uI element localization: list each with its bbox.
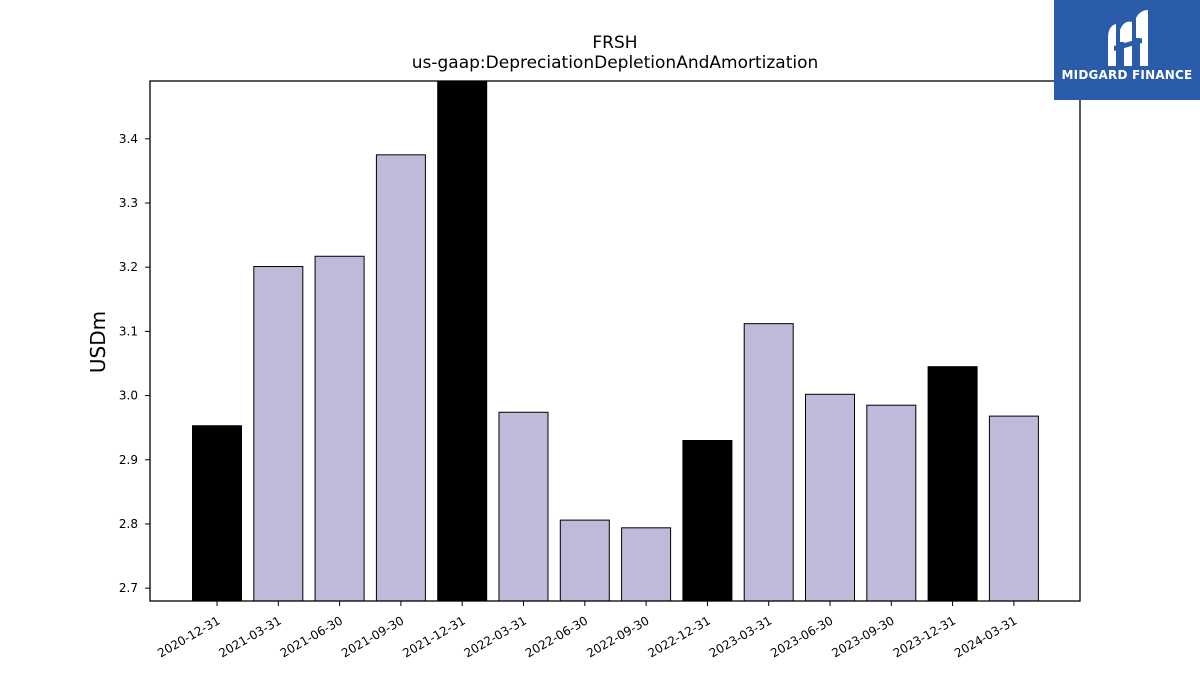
logo-text: MIDGARD FINANCE — [1061, 68, 1193, 82]
y-axis: 2.7 2.8 2.9 3.0 3.1 3.2 3.3 3.4 — [119, 132, 150, 595]
x-tick-label: 2023-09-30 — [829, 613, 896, 660]
y-tick-label: 3.0 — [119, 389, 138, 403]
bar-2023-12-31 — [927, 366, 978, 602]
y-tick-label: 3.2 — [119, 260, 138, 274]
bar-group — [192, 80, 1039, 602]
chart-title: FRSH — [592, 33, 637, 53]
x-axis: 2020-12-312021-03-312021-06-302021-09-30… — [155, 601, 1019, 660]
bar-2020-12-31 — [192, 425, 242, 602]
y-tick-label: 3.4 — [119, 132, 138, 146]
x-tick-label: 2022-12-31 — [645, 613, 712, 660]
y-tick-label: 2.8 — [119, 517, 138, 531]
x-tick-label: 2021-12-31 — [400, 613, 467, 660]
bar-2023-06-30 — [805, 393, 855, 602]
bar-2022-06-30 — [559, 519, 610, 602]
x-tick-label: 2022-06-30 — [523, 613, 590, 660]
y-tick-label: 3.1 — [119, 324, 138, 338]
bar-2021-03-31 — [253, 266, 304, 602]
bar-2022-03-31 — [498, 411, 549, 602]
bar-2023-03-31 — [743, 323, 794, 602]
x-tick-label: 2022-03-31 — [462, 613, 529, 660]
x-tick-label: 2021-06-30 — [278, 613, 345, 660]
y-tick-label: 2.7 — [119, 581, 138, 595]
midgard-logo-icon — [1108, 10, 1148, 66]
midgard-finance-logo: MIDGARD FINANCE — [1054, 0, 1200, 100]
bar-2021-12-31 — [437, 80, 488, 602]
x-tick-label: 2024-03-31 — [952, 613, 1019, 660]
plot-frame — [149, 80, 1081, 602]
x-tick-label: 2023-03-31 — [707, 613, 774, 660]
x-tick-label: 2023-12-31 — [891, 613, 958, 660]
x-tick-label: 2021-03-31 — [216, 613, 283, 660]
y-tick-label: 2.9 — [119, 453, 138, 467]
x-tick-label: 2022-09-30 — [584, 613, 651, 660]
bar-2023-09-30 — [866, 404, 917, 602]
bar-2022-12-31 — [682, 440, 733, 602]
x-tick-label: 2021-09-30 — [339, 613, 406, 660]
bar-2021-09-30 — [375, 154, 426, 602]
bar-2021-06-30 — [314, 255, 365, 602]
chart-subtitle: us-gaap:DepreciationDepletionAndAmortiza… — [412, 53, 819, 73]
bar-2024-03-31 — [988, 415, 1039, 602]
bar-2022-09-30 — [621, 527, 672, 602]
x-tick-label: 2020-12-31 — [155, 613, 222, 660]
y-axis-label: USDm — [86, 311, 110, 373]
y-tick-label: 3.3 — [119, 196, 138, 210]
x-tick-label: 2023-06-30 — [768, 613, 835, 660]
